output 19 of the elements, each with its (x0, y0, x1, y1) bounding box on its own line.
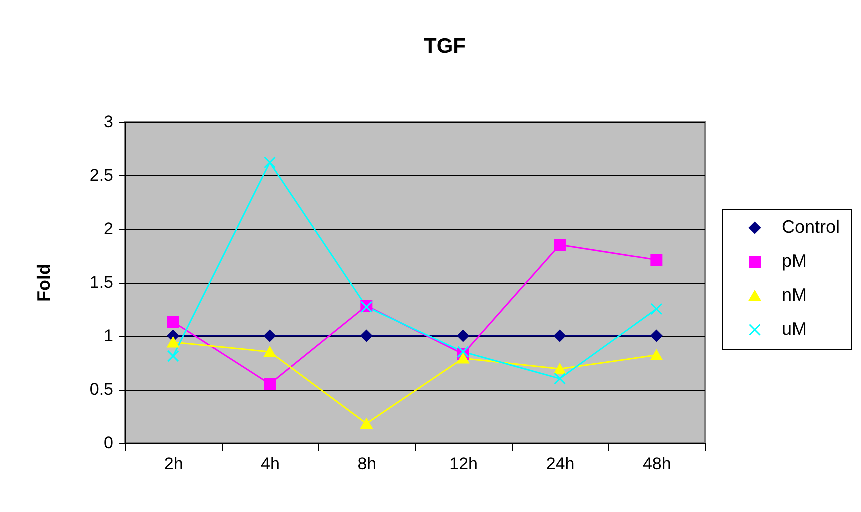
y-tick-label: 0.5 (90, 380, 114, 399)
y-tick-label: 2 (104, 220, 114, 238)
x-tick-label: 2h (164, 454, 184, 474)
x-tick-label: 48h (642, 454, 672, 474)
chart-title: TGF (424, 35, 466, 58)
x-tick-label: 12h (450, 454, 478, 474)
y-tick-label: 1.5 (90, 273, 114, 292)
legend-label: Control (782, 217, 840, 237)
legend-label: pM (782, 251, 808, 271)
x-tick-label: 4h (261, 454, 280, 474)
y-tick-label: 0 (104, 434, 114, 452)
legend-label: uM (782, 319, 808, 339)
x-tick-label: 8h (358, 454, 377, 474)
y-tick-label: 1 (104, 326, 114, 346)
x-tick-label: 24h (546, 454, 575, 474)
y-tick-label: 2.5 (90, 166, 114, 185)
y-tick-label: 3 (104, 112, 114, 132)
legend-label: nM (782, 285, 808, 305)
y-axis-title: Fold (34, 264, 54, 302)
